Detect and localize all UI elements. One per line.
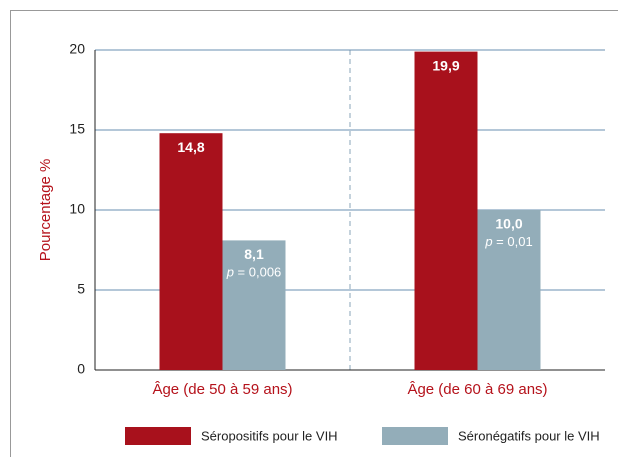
y-tick-label: 10 bbox=[69, 201, 85, 217]
value-label: 10,0 bbox=[495, 216, 522, 232]
bar bbox=[159, 133, 223, 370]
legend-label: Séronégatifs pour le VIH bbox=[458, 428, 600, 443]
frame bbox=[10, 10, 618, 457]
p-value: p = 0,01 bbox=[484, 234, 532, 249]
bar bbox=[222, 240, 286, 370]
p-symbol: p bbox=[226, 265, 234, 280]
p-value: p = 0,006 bbox=[226, 265, 282, 280]
x-tick-label: Âge (de 50 à 59 ans) bbox=[152, 381, 292, 398]
y-tick-label: 15 bbox=[69, 121, 85, 137]
y-axis-label: Pourcentage % bbox=[37, 159, 54, 262]
value-label: 8,1 bbox=[244, 246, 264, 262]
y-tick-label: 5 bbox=[77, 281, 85, 297]
value-label: 19,9 bbox=[432, 57, 459, 73]
x-tick-label: Âge (de 60 à 69 ans) bbox=[407, 381, 547, 398]
p-value-text: = 0,006 bbox=[238, 265, 282, 280]
bar bbox=[414, 51, 478, 370]
y-tick-label: 20 bbox=[69, 41, 85, 57]
y-tick-label: 0 bbox=[77, 361, 85, 377]
bar bbox=[477, 210, 541, 370]
p-symbol: p bbox=[484, 234, 492, 249]
legend-swatch bbox=[125, 427, 191, 445]
p-value-text: = 0,01 bbox=[496, 234, 533, 249]
legend-swatch bbox=[382, 427, 448, 445]
legend-label: Séropositifs pour le VIH bbox=[201, 428, 338, 443]
value-label: 14,8 bbox=[177, 139, 204, 155]
